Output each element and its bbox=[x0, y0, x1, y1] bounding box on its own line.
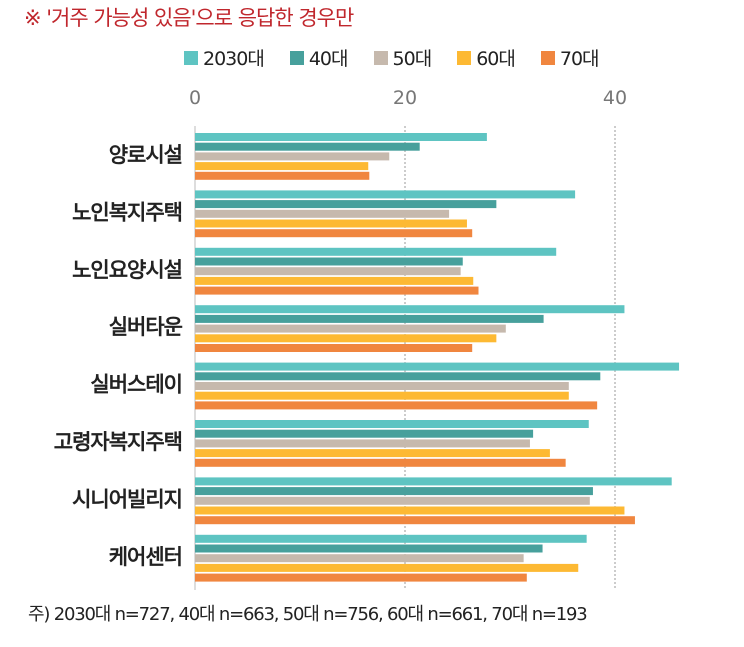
legend-label: 50대 bbox=[392, 48, 433, 70]
legend-label: 70대 bbox=[559, 48, 600, 70]
bar-2030대-실버스테이 bbox=[195, 362, 680, 371]
bar-40대-시니어빌리지 bbox=[195, 487, 593, 496]
category-label: 시니어빌리지 bbox=[72, 487, 182, 511]
category-label: 노인요양시설 bbox=[72, 258, 182, 282]
bar-50대-실버스테이 bbox=[195, 382, 569, 390]
legend-item: 40대 bbox=[289, 44, 349, 71]
bar-2030대-시니어빌리지 bbox=[195, 477, 672, 486]
legend-item: 50대 bbox=[373, 44, 433, 71]
category-label: 노인복지주택 bbox=[72, 200, 182, 224]
bar-40대-노인요양시설 bbox=[195, 257, 463, 266]
legend-label: 40대 bbox=[308, 48, 349, 70]
bar-50대-노인복지주택 bbox=[195, 209, 450, 218]
bar-40대-양로시설 bbox=[195, 142, 420, 151]
bar-70대-실버스테이 bbox=[195, 401, 598, 410]
legend-label: 60대 bbox=[476, 48, 516, 70]
bar-50대-시니어빌리지 bbox=[195, 496, 590, 505]
legend-item: 2030대 bbox=[184, 44, 265, 71]
bar-40대-고령자복지주택 bbox=[195, 429, 534, 438]
bar-70대-실버타운 bbox=[195, 344, 473, 352]
bar-70대-케어센터 bbox=[195, 573, 527, 582]
category-label: 양로시설 bbox=[109, 143, 182, 167]
x-tick-label: 0 bbox=[189, 87, 201, 109]
bar-70대-노인요양시설 bbox=[195, 286, 479, 295]
bar-60대-케어센터 bbox=[195, 563, 579, 572]
category-label: 고령자복지주택 bbox=[54, 430, 182, 454]
bar-2030대-케어센터 bbox=[195, 534, 587, 543]
legend-item: 70대 bbox=[540, 44, 600, 71]
category-label: 케어센터 bbox=[109, 545, 182, 569]
bar-2030대-실버타운 bbox=[195, 305, 625, 314]
bar-50대-노인요양시설 bbox=[195, 267, 461, 276]
bar-2030대-양로시설 bbox=[195, 133, 487, 141]
bar-60대-양로시설 bbox=[195, 162, 369, 171]
bar-50대-실버타운 bbox=[195, 324, 506, 333]
bar-2030대-노인요양시설 bbox=[195, 247, 557, 256]
bar-60대-실버타운 bbox=[195, 334, 497, 343]
bar-60대-실버스테이 bbox=[195, 391, 569, 400]
bar-60대-시니어빌리지 bbox=[195, 506, 625, 515]
legend-swatch bbox=[540, 50, 555, 65]
bar-40대-실버스테이 bbox=[195, 372, 601, 381]
legend-swatch bbox=[457, 50, 472, 65]
bar-40대-케어센터 bbox=[195, 544, 543, 553]
bar-70대-양로시설 bbox=[195, 171, 370, 180]
legend: 2030대 40대 50대 60대 70대 bbox=[184, 44, 625, 71]
x-tick-label: 20 bbox=[393, 87, 417, 109]
category-label: 실버타운 bbox=[109, 315, 183, 339]
bar-60대-노인복지주택 bbox=[195, 219, 467, 228]
legend-swatch bbox=[373, 50, 388, 65]
legend-label: 2030대 bbox=[203, 48, 265, 70]
bar-60대-고령자복지주택 bbox=[195, 449, 550, 458]
footnote: 주) 2030대 n=727, 40대 n=663, 50대 n=756, 60… bbox=[28, 604, 588, 625]
bar-2030대-노인복지주택 bbox=[195, 190, 576, 199]
bar-50대-고령자복지주택 bbox=[195, 439, 530, 448]
bar-60대-노인요양시설 bbox=[195, 276, 474, 285]
chart-note: ※ '거주 가능성 있음'으로 응답한 경우만 bbox=[24, 6, 354, 30]
bar-70대-고령자복지주택 bbox=[195, 458, 566, 467]
bar-40대-실버타운 bbox=[195, 314, 544, 323]
bar-70대-시니어빌리지 bbox=[195, 516, 635, 525]
x-tick-label: 40 bbox=[603, 87, 627, 109]
legend-item: 60대 bbox=[457, 44, 516, 71]
category-label: 실버스테이 bbox=[90, 373, 182, 397]
bar-40대-노인복지주택 bbox=[195, 200, 497, 209]
bar-70대-노인복지주택 bbox=[195, 229, 473, 238]
bar-2030대-고령자복지주택 bbox=[195, 420, 589, 428]
bar-50대-양로시설 bbox=[195, 152, 390, 161]
legend-swatch bbox=[289, 50, 304, 65]
bar-50대-케어센터 bbox=[195, 554, 524, 563]
legend-swatch bbox=[184, 50, 198, 65]
